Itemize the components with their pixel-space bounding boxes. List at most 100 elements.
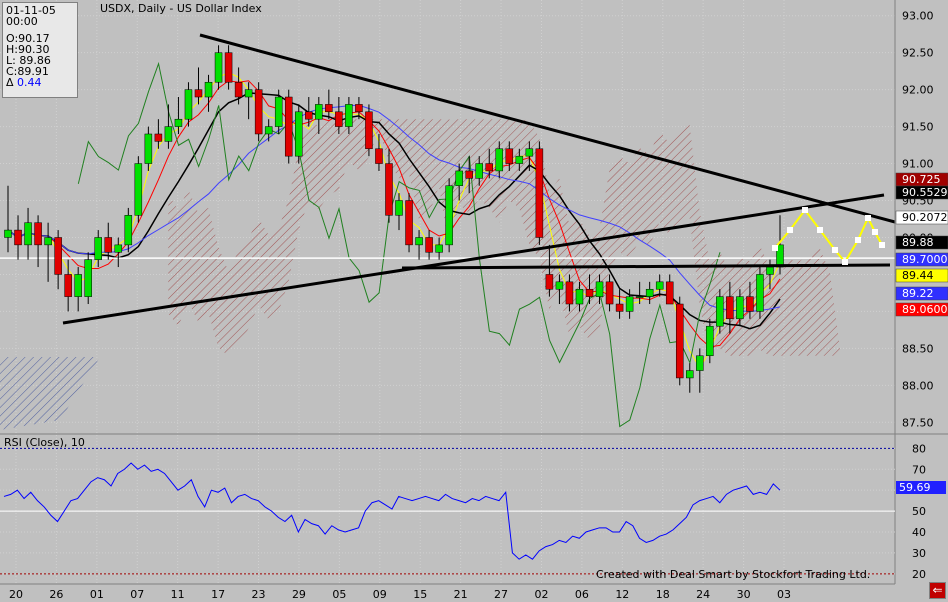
rsi-tick-label: 80	[912, 442, 926, 455]
candle-up	[455, 170, 463, 186]
x-tick-label: 05	[332, 588, 346, 601]
price-tag-text: 89.88	[902, 236, 934, 249]
x-tick-label: 27	[494, 588, 508, 601]
candle-down	[104, 237, 113, 253]
rsi-title: RSI (Close), 10	[4, 436, 85, 449]
price-tag-bg	[895, 252, 948, 267]
candle-down	[425, 237, 433, 253]
delta-icon: Δ	[6, 76, 14, 89]
price-tag-text: 90.725	[902, 173, 941, 186]
x-tick-label: 24	[696, 588, 710, 601]
x-tick-label: 09	[373, 588, 387, 601]
x-tick-label: 23	[252, 588, 266, 601]
info-high: H:90.30	[6, 43, 50, 56]
candle-up	[766, 266, 774, 275]
support-line	[401, 263, 891, 270]
candle-up	[214, 52, 223, 83]
candle-up	[94, 237, 102, 260]
candle-up	[595, 281, 604, 297]
candlesticks	[4, 45, 784, 393]
rsi-axis: 80706050403020	[912, 442, 926, 580]
x-tick-label: 20	[9, 588, 23, 601]
candle-down	[405, 200, 413, 246]
x-axis: 20 26 01 07 11 17 23 29 05 09 15 21 27 02 06 12 18 24 30 03	[9, 588, 791, 601]
forecast-marker	[817, 227, 823, 233]
rsi-tick-label: 40	[912, 526, 926, 539]
candle-up	[74, 274, 82, 297]
candle-up	[736, 296, 744, 320]
candle-down	[365, 111, 373, 150]
info-open: O:90.17	[6, 32, 50, 45]
candle-up	[315, 104, 323, 120]
price-tag-text: 89.7000	[902, 253, 948, 266]
candle-up	[124, 215, 133, 246]
price-tag-text: 89.0600	[902, 303, 948, 316]
blue-line	[7, 104, 781, 312]
candle-down	[254, 89, 263, 135]
x-tick-label: 06	[575, 588, 589, 601]
forecast-marker	[872, 229, 878, 235]
cloud-bullish	[0, 357, 100, 430]
candle-up	[114, 244, 123, 253]
candle-down	[675, 303, 684, 379]
candle-up	[294, 111, 303, 157]
upper-trendline	[199, 33, 896, 224]
lower-trendline	[62, 193, 885, 325]
candle-down	[465, 170, 473, 179]
price-tick-label: 92.50	[902, 47, 934, 60]
candle-down	[305, 111, 313, 120]
candle-up	[274, 96, 283, 127]
forecast-marker	[855, 237, 861, 243]
rsi-value-tag	[896, 481, 946, 494]
candle-up	[164, 126, 173, 142]
candle-up	[575, 288, 584, 305]
price-tag-bg	[895, 268, 948, 283]
candle-up	[495, 148, 504, 172]
rsi-grid	[0, 447, 895, 575]
candle-up	[395, 200, 403, 216]
x-tick-label: 01	[90, 588, 104, 601]
price-tick-label: 93.00	[902, 10, 934, 23]
price-tick-label: 87.50	[902, 416, 934, 429]
ichimoku-cloud	[0, 119, 840, 430]
candle-down	[64, 274, 72, 297]
red-line	[7, 80, 781, 348]
info-change-value: 0.44	[17, 76, 42, 89]
x-tick-label: 15	[413, 588, 427, 601]
candle-down	[665, 281, 674, 305]
price-tick-label: 91.50	[902, 121, 934, 134]
forecast-line	[774, 208, 883, 264]
forecast-marker	[842, 259, 848, 265]
candle-down	[726, 296, 734, 320]
candle-down	[14, 229, 22, 246]
candle-down	[325, 104, 333, 113]
trend-lines	[62, 33, 896, 325]
chart-title: USDX, Daily - US Dollar Index	[100, 2, 262, 15]
candle-up	[244, 89, 253, 98]
candle-up	[184, 89, 193, 120]
exit-arrow-button[interactable]: ⇐	[929, 582, 946, 599]
candle-down	[375, 148, 383, 164]
forecast-marker	[832, 247, 838, 253]
candle-up	[635, 296, 644, 298]
candle-up	[756, 274, 764, 312]
price-tick-label: 88.00	[902, 379, 934, 392]
x-tick-label: 30	[737, 588, 751, 601]
rsi-tick-label: 70	[912, 463, 926, 476]
candle-down	[605, 281, 614, 305]
candle-up	[134, 163, 143, 216]
forecast-path	[772, 207, 885, 265]
rsi-tick-label: 50	[912, 505, 926, 518]
forecast-marker	[787, 227, 793, 233]
price-tag-bg	[895, 185, 948, 200]
x-tick-label: 12	[615, 588, 629, 601]
candle-up	[44, 237, 52, 246]
candle-up	[345, 104, 353, 127]
candle-down	[34, 222, 42, 246]
info-close: C:89.91	[6, 65, 49, 78]
forecast-marker	[879, 242, 885, 248]
candle-down	[565, 281, 574, 305]
candle-up	[174, 118, 183, 127]
